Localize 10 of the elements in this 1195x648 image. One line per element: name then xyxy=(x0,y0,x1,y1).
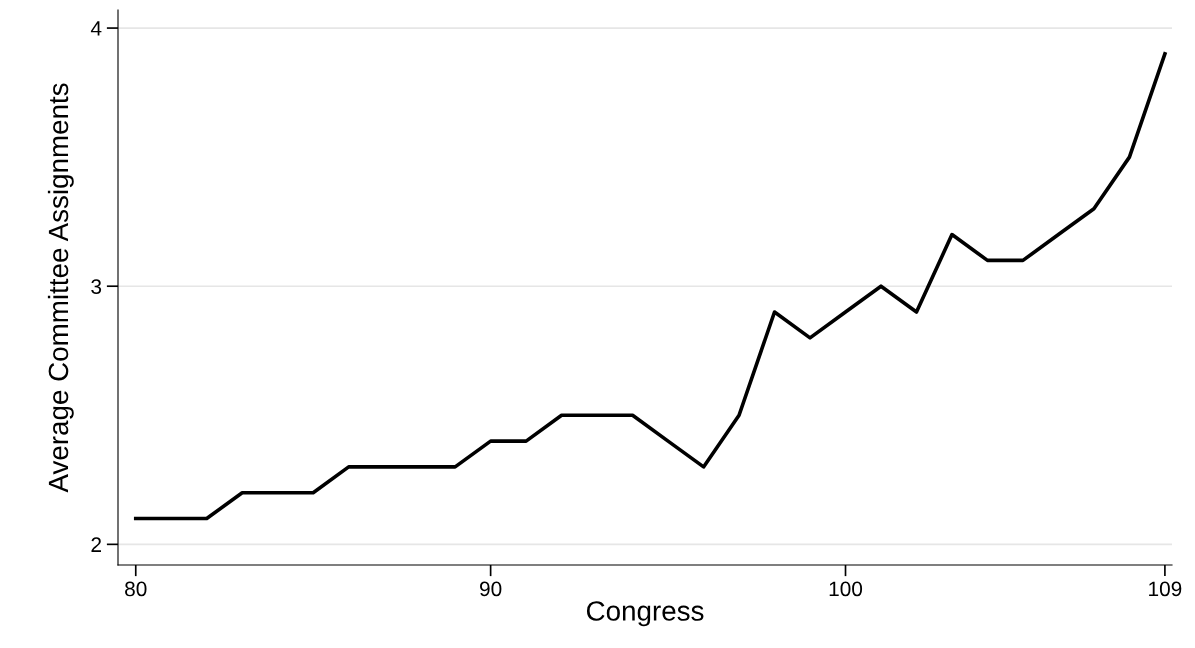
y-axis-title: Average Committee Assignments xyxy=(47,83,74,493)
x-tick-label: 109 xyxy=(1149,581,1182,597)
y-tick-label: 3 xyxy=(91,279,102,294)
line-series xyxy=(133,52,1167,521)
y-tick-label: 2 xyxy=(91,537,101,552)
y-tick-label: 4 xyxy=(90,21,102,36)
x-tick-label: 90 xyxy=(480,581,502,597)
x-axis-title: Congress xyxy=(586,601,704,627)
x-tick-label: 100 xyxy=(829,581,863,597)
x-tick-label: 80 xyxy=(125,581,147,597)
